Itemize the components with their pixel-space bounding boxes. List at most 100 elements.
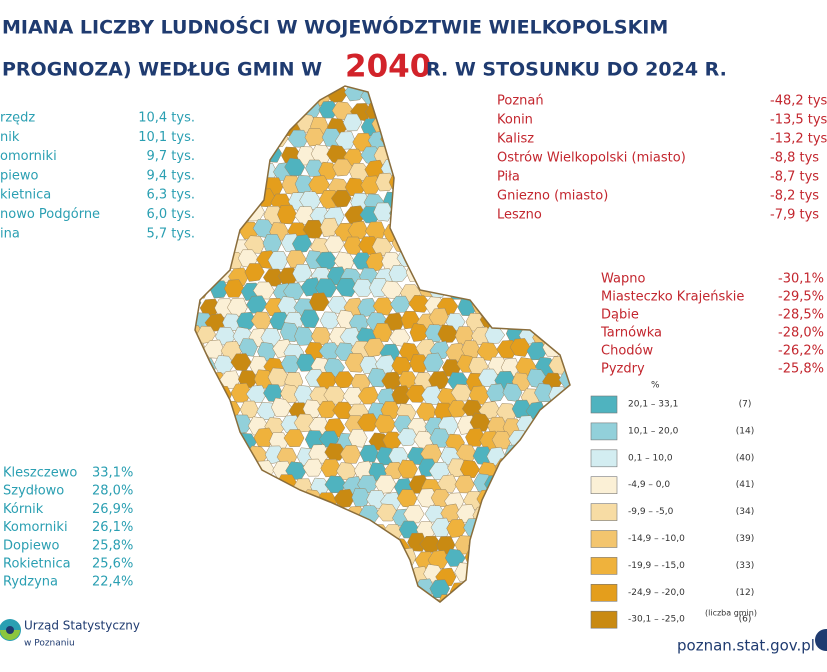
map-area: [300, 309, 320, 328]
map-area: [551, 324, 570, 343]
map-area: [326, 86, 349, 103]
map-area: [471, 592, 493, 602]
map-area: [471, 294, 493, 315]
map-area: [452, 86, 474, 104]
map-area: [308, 596, 329, 602]
map-area: [450, 383, 473, 402]
map-area: [555, 311, 570, 329]
map-area: [398, 130, 420, 149]
map-area: [471, 565, 492, 583]
map-area: [503, 263, 526, 282]
list-value: -8,7 tys: [770, 170, 819, 185]
map-area: [514, 503, 537, 523]
map-area: [412, 250, 433, 270]
map-area: [236, 311, 258, 331]
map-area: [408, 295, 431, 313]
map-area: [453, 236, 474, 256]
map-area: [259, 535, 280, 554]
list-value: 9,4 tys.: [146, 168, 195, 183]
map-area: [511, 551, 533, 570]
map-area: [250, 311, 272, 330]
map-area: [437, 594, 458, 602]
map-area: [195, 549, 215, 568]
map-area: [344, 353, 367, 373]
map-area: [435, 204, 456, 223]
legend-swatch: [590, 610, 618, 629]
map-area: [246, 114, 269, 133]
map-area: [318, 547, 339, 567]
map-area: [484, 563, 505, 583]
map-area: [348, 429, 368, 448]
map-area: [463, 282, 484, 302]
map-area: [334, 131, 356, 150]
legend-range: -4,9 – 0,0: [628, 480, 670, 490]
map-area: [485, 535, 508, 554]
legend-range: 20,1 – 33,1: [628, 400, 678, 410]
map-area: [528, 580, 550, 599]
map-area: [210, 504, 233, 524]
map-area: [521, 233, 541, 253]
map-area: [195, 578, 210, 598]
map-area: [542, 463, 564, 482]
map-area: [550, 566, 570, 584]
title: PROGNOZA) WEDŁUG GMIN W: [2, 59, 322, 81]
map-area: [292, 234, 312, 253]
map-area: [271, 520, 293, 540]
map-area: [574, 344, 593, 361]
map-area: [203, 127, 226, 147]
map-area: [563, 266, 570, 285]
map-area: [431, 190, 453, 209]
map-area: [481, 550, 502, 570]
map-area: [454, 475, 475, 494]
map-area: [278, 569, 299, 588]
map-area: [201, 203, 220, 222]
map-area: [527, 462, 550, 481]
map-area: [492, 250, 513, 270]
map-area: [307, 566, 329, 586]
map-area: [245, 507, 266, 527]
map-area: [525, 428, 547, 447]
map-area: [484, 294, 505, 313]
map-area: [241, 578, 262, 598]
map-area: [278, 507, 300, 526]
map-area: [535, 504, 555, 522]
map-area: [541, 310, 563, 329]
map-area: [333, 523, 355, 543]
map-area: [508, 459, 528, 478]
map-area: [445, 189, 466, 209]
map-area: [533, 414, 556, 433]
map-area: [212, 385, 232, 404]
legend-swatch: [590, 422, 618, 441]
map-area: [222, 492, 245, 512]
title: R. W STOSUNKU DO 2024 R.: [426, 59, 727, 81]
map-area: [328, 533, 351, 552]
map-area: [291, 533, 312, 553]
map-area: [565, 443, 570, 462]
map-area: [214, 564, 235, 584]
map-area: [549, 262, 570, 282]
map-area: [195, 371, 211, 390]
map-area: [468, 537, 490, 555]
list-name: Dąbie: [601, 308, 639, 323]
legend-range: -14,9 – -10,0: [628, 534, 685, 544]
list-name: kietnica: [0, 188, 51, 203]
map-area: [439, 238, 460, 258]
list-value: 6,3 tys.: [146, 188, 195, 203]
legend-swatch: [590, 557, 618, 575]
map-area: [195, 280, 210, 299]
map-area: [372, 323, 393, 342]
map-area: [535, 235, 556, 254]
map-area: [421, 235, 443, 254]
map-area: [260, 503, 281, 523]
map-area: [550, 536, 570, 555]
map-area: [385, 582, 407, 601]
legend-range: -30,1 – -25,0: [628, 615, 685, 625]
map-area: [203, 188, 225, 207]
map-area: [332, 158, 353, 177]
legend-swatch: [590, 449, 618, 468]
list-value: 6,0 tys.: [146, 207, 195, 222]
map-area: [569, 385, 570, 404]
map-area: [501, 294, 522, 313]
map-area: [523, 281, 545, 301]
map-area: [399, 102, 421, 121]
